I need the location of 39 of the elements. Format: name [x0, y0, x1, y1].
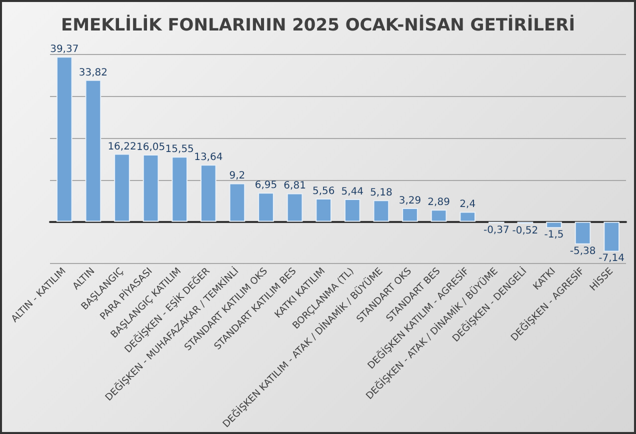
- data-label: 9,2: [229, 170, 246, 182]
- data-label: 13,64: [194, 152, 223, 164]
- data-label: 2,4: [460, 199, 476, 210]
- bar: [574, 222, 591, 244]
- bar: [430, 210, 447, 222]
- data-label: -5,38: [570, 246, 596, 257]
- data-label: 5,18: [370, 188, 392, 199]
- data-label: -7,14: [598, 253, 625, 264]
- bar: [114, 154, 130, 222]
- data-label: 33,82: [78, 67, 108, 78]
- data-label: -1,5: [544, 230, 564, 241]
- bar: [546, 222, 562, 228]
- bar: [460, 212, 476, 222]
- bar: [258, 192, 274, 222]
- data-label: 2,89: [428, 197, 450, 208]
- bar: [344, 198, 360, 222]
- data-label: 39,37: [50, 44, 79, 56]
- data-label: 5,44: [341, 186, 364, 198]
- chart-title: EMEKLİLİK FONLARININ 2025 OCAK-NİSAN GETİRİLERİ: [60, 14, 576, 36]
- bar: [172, 156, 188, 222]
- data-label: 16,22: [108, 141, 136, 152]
- data-label: -0,52: [512, 225, 538, 236]
- bar: [85, 80, 102, 222]
- bar: [402, 208, 418, 222]
- bar: [604, 222, 620, 252]
- bar: [142, 154, 159, 222]
- bar: [316, 198, 332, 222]
- data-label: 15,55: [165, 144, 194, 156]
- bar: [56, 56, 72, 222]
- data-label: 6,81: [284, 180, 306, 192]
- data-label: -0,37: [483, 224, 510, 236]
- data-label: 6,95: [254, 180, 278, 192]
- data-label: 3,29: [398, 195, 422, 206]
- bar: [373, 200, 390, 222]
- data-label: 5,56: [312, 186, 335, 197]
- bar: [200, 164, 216, 222]
- bar: [286, 193, 303, 222]
- data-label: 16,05: [136, 142, 166, 153]
- bar: [229, 183, 246, 222]
